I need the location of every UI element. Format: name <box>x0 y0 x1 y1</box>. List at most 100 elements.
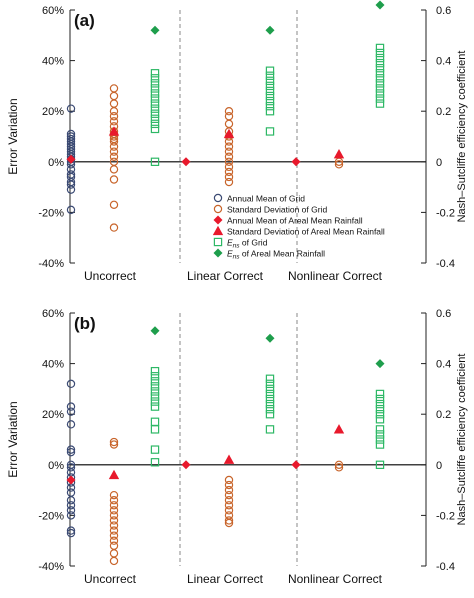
right-tick-label: 0.4 <box>436 56 451 68</box>
y-axis-label-left: Error Variation <box>6 98 20 174</box>
data-point <box>109 516 119 525</box>
data-point <box>375 84 385 93</box>
data-point <box>66 407 76 416</box>
data-point <box>265 66 275 75</box>
data-point <box>224 147 234 156</box>
data-point <box>375 440 385 449</box>
data-point <box>66 488 76 497</box>
data-point <box>224 490 234 500</box>
right-tick-label: -0.2 <box>436 510 455 522</box>
right-tick-label: 0 <box>436 460 442 472</box>
data-point <box>224 516 234 525</box>
series-ens_grid <box>150 366 385 470</box>
data-point <box>265 333 275 343</box>
data-point <box>150 377 160 386</box>
series-areal_mean <box>66 154 301 167</box>
data-point <box>150 157 160 166</box>
data-point <box>66 496 76 505</box>
right-tick-label: 0.4 <box>436 359 451 371</box>
data-point <box>66 475 76 485</box>
data-point <box>150 445 160 454</box>
data-point <box>375 415 385 424</box>
data-point <box>265 399 275 409</box>
data-point <box>109 99 119 108</box>
legend-item: Standard Deviation of Grid <box>213 205 327 215</box>
data-point <box>265 76 275 86</box>
data-point <box>66 528 76 538</box>
right-tick-label: -0.2 <box>436 207 455 219</box>
data-point <box>375 0 385 10</box>
data-point <box>150 387 160 396</box>
data-point <box>109 536 119 545</box>
data-point <box>66 205 76 215</box>
data-point <box>224 157 234 166</box>
data-point <box>375 394 385 404</box>
data-point <box>265 394 275 404</box>
data-point <box>224 142 234 151</box>
data-point <box>375 43 385 53</box>
data-point <box>109 521 119 530</box>
legend-item: Annual Mean of Grid <box>213 194 305 204</box>
data-point <box>66 180 76 189</box>
data-point <box>375 89 385 98</box>
left-tick-label: 20% <box>42 409 64 421</box>
data-point <box>109 91 119 101</box>
data-point <box>66 447 76 457</box>
legend-label: Standard Deviation of Grid <box>227 205 327 215</box>
left-tick-label: 40% <box>42 359 64 371</box>
data-point <box>109 200 119 210</box>
data-point <box>181 157 191 167</box>
legend-label: Ens of Grid <box>227 238 268 250</box>
data-point <box>150 372 160 381</box>
data-point <box>375 94 385 103</box>
data-point <box>375 460 385 470</box>
data-point <box>333 424 345 434</box>
series-areal_mean <box>66 460 301 485</box>
left-tick-label: -20% <box>38 510 64 522</box>
data-point <box>109 526 119 535</box>
data-point <box>109 440 119 449</box>
right-tick-label: 0.6 <box>436 308 451 320</box>
data-point <box>109 142 119 151</box>
data-point <box>375 58 385 68</box>
data-point <box>150 425 160 434</box>
right-tick-label: -0.4 <box>436 561 455 573</box>
data-point <box>109 147 119 156</box>
data-point <box>265 81 275 91</box>
data-point <box>224 112 234 121</box>
right-tick-label: 0.6 <box>436 5 451 17</box>
data-point <box>375 53 385 63</box>
left-tick-label: -20% <box>38 207 64 219</box>
data-point <box>224 496 234 505</box>
series-ens_areal <box>150 326 385 369</box>
data-point <box>265 374 275 383</box>
legend-label: Standard Deviation of Areal Mean Rainfal… <box>227 227 385 237</box>
data-point <box>66 463 76 472</box>
panel-label: (a) <box>74 11 95 30</box>
data-point <box>224 506 234 515</box>
data-point <box>265 96 275 106</box>
legend-marker <box>213 248 223 258</box>
right-tick-label: -0.4 <box>436 258 455 270</box>
data-point <box>265 91 275 101</box>
group-label: Nonlinear Correct <box>288 269 383 283</box>
data-point <box>224 106 234 116</box>
legend-item: Ens of Grid <box>213 238 268 250</box>
data-point <box>224 152 234 161</box>
data-point <box>109 106 119 116</box>
data-point <box>109 506 119 515</box>
group-label: Uncorrect <box>84 269 137 283</box>
data-point <box>333 149 345 159</box>
data-point <box>223 454 235 464</box>
data-point <box>150 119 160 129</box>
data-point <box>375 410 385 419</box>
data-point <box>375 79 385 88</box>
data-point <box>109 137 119 146</box>
data-point <box>224 475 234 485</box>
data-point <box>150 114 160 123</box>
left-tick-label: 0% <box>48 157 64 169</box>
data-point <box>224 518 234 528</box>
data-point <box>265 127 275 136</box>
data-point <box>150 84 160 93</box>
legend-marker <box>213 215 223 225</box>
